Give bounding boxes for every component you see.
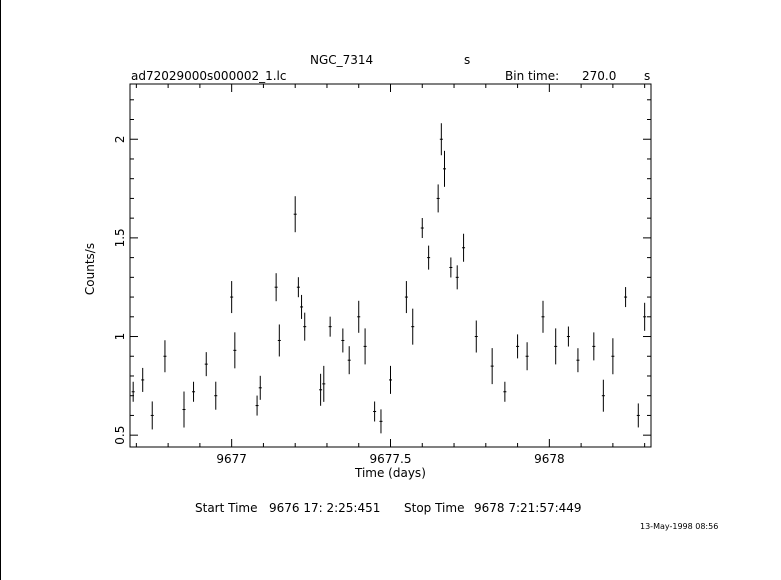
data-point (554, 328, 558, 365)
y-tick-label: 1 (113, 333, 127, 341)
x-tick-label: 9677 (216, 452, 247, 466)
data-point (347, 346, 351, 375)
data-point (601, 379, 605, 412)
data-point (131, 381, 135, 402)
data-point (328, 316, 332, 337)
x-tick-label: 9678 (534, 452, 565, 466)
data-point (474, 320, 478, 353)
data-point (322, 365, 326, 402)
data-point (379, 409, 383, 434)
bin-time-label: Bin time: (505, 69, 560, 83)
data-point (296, 277, 300, 298)
data-point (192, 381, 196, 402)
data-point (258, 375, 262, 400)
y-ticks: 0.5 1 1.5 2 (113, 99, 651, 445)
data-point (293, 196, 297, 233)
file-name: ad72029000s000002_1.lc (131, 69, 287, 83)
y-tick-label: 2 (113, 135, 127, 143)
data-point (150, 401, 154, 430)
stop-time-label: Stop Time (404, 501, 465, 515)
window-left-border (0, 0, 1, 580)
data-point (420, 218, 424, 239)
data-point (576, 348, 580, 373)
data-point (357, 300, 361, 333)
data-point (636, 403, 640, 428)
data-point (436, 184, 440, 213)
data-point (516, 334, 520, 359)
data-point (443, 150, 447, 187)
x-axis-label: Time (days) (355, 466, 426, 480)
start-time-value: 9676 17: 2:25:451 (269, 501, 381, 515)
y-tick-label: 0.5 (113, 426, 127, 445)
bin-time-value: 270.0 (582, 69, 617, 83)
data-point (490, 348, 494, 385)
x-ticks: 9677 9677.5 9678 (135, 84, 646, 466)
data-points (131, 123, 647, 434)
bin-time-unit: s (644, 69, 651, 83)
data-point (274, 273, 278, 302)
data-point (363, 328, 367, 365)
data-point (303, 312, 307, 341)
data-point (341, 328, 345, 353)
stop-time-value: 9678 7:21:57:449 (474, 501, 582, 515)
date-stamp: 13-May-1998 08:56 (640, 522, 719, 531)
y-tick-label: 1.5 (113, 228, 127, 247)
data-point (300, 294, 304, 319)
data-point (592, 332, 596, 361)
data-point (141, 367, 145, 392)
data-point (503, 381, 507, 402)
x-tick-label: 9677.5 (370, 452, 412, 466)
object-unit: s (464, 53, 471, 67)
object-title: NGC_7314 (310, 53, 374, 67)
data-point (319, 373, 323, 406)
data-point (525, 342, 529, 371)
start-time-label: Start Time (195, 501, 258, 515)
data-point (411, 308, 415, 345)
data-point (230, 281, 234, 314)
data-point (566, 326, 570, 347)
data-point (404, 281, 408, 314)
data-point (182, 391, 186, 428)
data-point (277, 324, 281, 357)
data-point (541, 300, 545, 333)
data-point (204, 352, 208, 377)
data-point (462, 233, 466, 262)
data-point (455, 265, 459, 290)
data-point (611, 338, 615, 375)
data-point (255, 395, 259, 416)
data-point (389, 365, 392, 394)
data-point (624, 287, 628, 308)
data-point (373, 401, 377, 422)
data-point (427, 245, 431, 270)
data-point (163, 340, 167, 373)
data-point (449, 257, 453, 278)
data-point (214, 381, 218, 410)
data-point (233, 332, 237, 369)
data-point (439, 123, 443, 156)
data-point (643, 302, 647, 331)
